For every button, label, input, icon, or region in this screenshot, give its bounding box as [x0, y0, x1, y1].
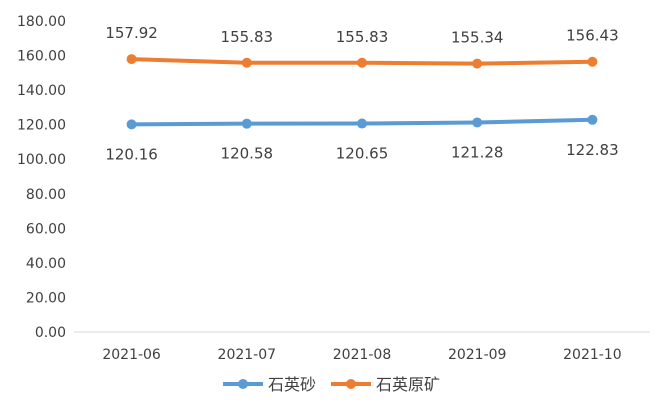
data-point: [472, 58, 483, 69]
data-label: 120.58: [221, 145, 274, 163]
y-tick-label: 80.00: [26, 187, 66, 203]
data-point: [126, 119, 137, 130]
data-point: [241, 57, 252, 68]
data-label: 155.83: [336, 28, 389, 46]
y-tick-label: 0.00: [35, 325, 66, 341]
y-tick-label: 180.00: [17, 14, 66, 30]
x-tick-label: 2021-07: [218, 347, 277, 363]
data-point: [587, 56, 598, 67]
x-tick-label: 2021-08: [333, 347, 392, 363]
data-point: [126, 54, 137, 65]
y-tick-label: 160.00: [17, 49, 66, 65]
x-tick-label: 2021-09: [448, 347, 507, 363]
data-label: 156.43: [566, 27, 619, 45]
x-tick-label: 2021-06: [102, 347, 161, 363]
y-tick-label: 140.00: [17, 83, 66, 99]
data-label: 120.16: [105, 145, 158, 163]
data-label: 155.34: [451, 29, 504, 47]
y-tick-label: 60.00: [26, 221, 66, 237]
data-point: [357, 57, 367, 68]
data-label: 122.83: [566, 141, 619, 159]
data-point: [241, 118, 252, 129]
y-tick-label: 100.00: [17, 152, 66, 168]
data-point: [357, 118, 367, 129]
data-label: 155.83: [221, 28, 274, 46]
data-label: 121.28: [451, 143, 504, 161]
legend-marker: [346, 379, 356, 389]
legend-marker: [238, 379, 248, 389]
y-tick-label: 40.00: [26, 256, 66, 272]
x-tick-label: 2021-10: [563, 347, 622, 363]
data-label: 120.65: [336, 145, 389, 163]
data-label: 157.92: [105, 24, 158, 42]
y-tick-label: 120.00: [17, 118, 66, 134]
y-tick-label: 20.00: [26, 290, 66, 306]
legend-label: 石英原矿: [376, 375, 440, 394]
data-point: [587, 114, 598, 125]
legend-label: 石英砂: [268, 375, 316, 394]
data-point: [472, 117, 483, 128]
